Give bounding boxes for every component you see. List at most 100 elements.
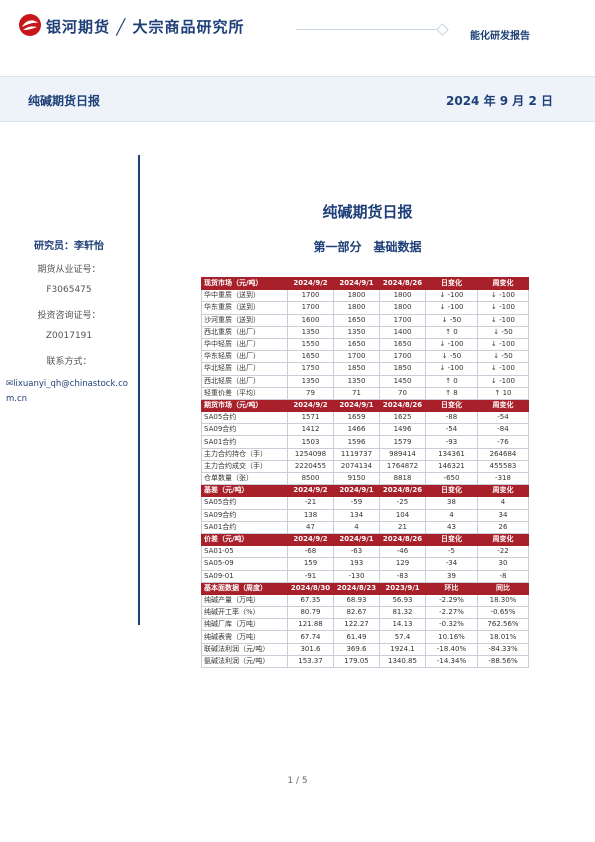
- table-cell: ↓ -100: [425, 362, 478, 376]
- table-cell: 1700: [379, 313, 426, 327]
- table-cell: ↓ -100: [477, 362, 529, 376]
- table-cell: 14.13: [379, 618, 426, 632]
- row-label: SA09合约: [201, 508, 288, 522]
- table-row: 纯碱厂库（万吨） 121.88 122.27 14.13 -0.32% 762.56%: [201, 618, 529, 632]
- table-cell: ↓ -100: [477, 374, 529, 388]
- table-cell: 146321: [425, 459, 478, 474]
- table-cell: 1700: [287, 301, 334, 315]
- table-row: SA01合约 1503 1596 1579 -93 -76: [201, 435, 529, 449]
- table-row: 纯碱表需（万吨） 67.74 61.49 57.4 10.16% 18.01%: [201, 630, 529, 644]
- table-cell: 38: [425, 496, 478, 510]
- header-divider: [296, 29, 436, 30]
- table-cell: 1466: [333, 423, 380, 437]
- table-cell: 4: [333, 520, 380, 534]
- table-cell: 4: [425, 508, 478, 522]
- table-row: SA05-09 159 193 129 -34 30: [201, 557, 529, 571]
- row-label: 纯碱产量（万吨）: [201, 593, 288, 608]
- investment-label: 投资咨询证号：: [37, 311, 101, 321]
- table-cell: 67.35: [287, 593, 334, 608]
- sidebar-divider: [138, 155, 140, 625]
- table-cell: ↓ -50: [425, 350, 478, 364]
- contact-label: 联系方式：: [46, 357, 92, 367]
- title-band: [0, 76, 595, 122]
- table-cell: 34: [477, 508, 529, 522]
- header-cell: 周变化: [477, 276, 529, 291]
- table-cell: -8: [477, 569, 529, 583]
- table-cell: 21: [379, 520, 426, 534]
- row-label: 沙河重质（送到）: [201, 313, 288, 327]
- table-cell: 2220455: [287, 459, 334, 474]
- table-cell: -59: [333, 496, 380, 510]
- table-cell: 989414: [379, 447, 426, 461]
- table-row: 华东轻质（出厂） 1650 1700 1700 ↓ -50 ↓ -50: [201, 350, 529, 364]
- table-cell: 134: [333, 508, 380, 522]
- table-cell: 1350: [287, 325, 334, 339]
- table-cell: 1412: [287, 423, 334, 437]
- contact-email[interactable]: ✉lixuanyi_qh@chinastock.com.cn: [6, 377, 134, 407]
- table-row: 西北轻质（出厂） 1350 1350 1450 ↑ 0 ↓ -100: [201, 374, 529, 388]
- table-cell: 1659: [333, 411, 380, 425]
- table-cell: 193: [333, 557, 380, 571]
- table-cell: ↓ -100: [425, 289, 478, 303]
- table-cell: 1700: [287, 289, 334, 303]
- brand-name: 银河期货 ╱ 大宗商品研究所: [46, 18, 245, 36]
- header-cell: 2024/9/1: [333, 398, 380, 413]
- table-row: 沙河重质（送到） 1600 1650 1700 ↓ -50 ↓ -100: [201, 313, 529, 327]
- investment-number: Z0017191: [45, 331, 93, 341]
- email-text[interactable]: lixuanyi_qh@chinastock.com.cn: [6, 379, 128, 404]
- table-cell: -25: [379, 496, 426, 510]
- table-cell: 1340.85: [379, 654, 426, 669]
- table-cell: 1800: [333, 289, 380, 303]
- header-cell: 同比: [477, 581, 529, 595]
- table-cell: ↓ -100: [477, 313, 529, 327]
- table-cell: 1650: [333, 313, 380, 327]
- header-cell: 2024/9/1: [333, 532, 380, 547]
- table-cell: 1254098: [287, 447, 334, 461]
- table-cell: 1571: [287, 411, 334, 425]
- table-cell: -5: [425, 545, 478, 559]
- header-cell: 日变化: [425, 276, 478, 291]
- table-cell: 129: [379, 557, 426, 571]
- header-cell: 2024/9/1: [333, 484, 380, 498]
- table-section-header: 基差（元/吨） 2024/9/2 2024/9/1 2024/8/26 日变化 周变化: [201, 484, 529, 498]
- table-row: 轻重价差（平均） 79 71 70 ↑ 8 ↑ 10: [201, 386, 529, 400]
- row-label: SA09合约: [201, 423, 288, 437]
- table-row: SA09合约 1412 1466 1496 -54 -84: [201, 423, 529, 437]
- table-cell: 1119737: [333, 447, 380, 461]
- table-cell: 56.93: [379, 593, 426, 608]
- table-cell: -84: [477, 423, 529, 437]
- table-cell: ↓ -100: [425, 301, 478, 315]
- table-cell: 1650: [333, 337, 380, 352]
- row-label: SA01合约: [201, 435, 288, 449]
- header-cell: 2024/9/2: [287, 484, 334, 498]
- table-row: SA05合约 -21 -59 -25 38 4: [201, 496, 529, 510]
- row-label: 主力合约成交（手）: [201, 459, 288, 474]
- table-row: SA01-05 -68 -63 -46 -5 -22: [201, 545, 529, 559]
- table-cell: 4: [477, 496, 529, 510]
- table-cell: -0.32%: [425, 618, 478, 632]
- table-cell: 121.88: [287, 618, 334, 632]
- header-cell: 期货市场（元/吨）: [201, 398, 288, 413]
- table-cell: 264684: [477, 447, 529, 461]
- table-cell: 1503: [287, 435, 334, 449]
- table-cell: -68: [287, 545, 334, 559]
- table-cell: 1924.1: [379, 642, 426, 656]
- table-row: 纯碱产量（万吨） 67.35 68.93 56.93 -2.29% 18.30%: [201, 593, 529, 608]
- table-row: SA09合约 138 134 104 4 34: [201, 508, 529, 522]
- table-row: SA05合约 1571 1659 1625 -88 -54: [201, 411, 529, 425]
- header-cell: 日变化: [425, 398, 478, 413]
- row-label: 华北轻质（出厂）: [201, 362, 288, 376]
- report-type: 能化研发报告: [470, 31, 530, 42]
- table-row: 主力合约成交（手） 2220455 2074134 1764872 146321 4555…: [201, 459, 529, 474]
- header-cell: 周变化: [477, 484, 529, 498]
- table-cell: 179.05: [333, 654, 380, 669]
- header-cell: 基差（元/吨）: [201, 484, 288, 498]
- table-cell: 18.01%: [477, 630, 529, 644]
- table-cell: -18.40%: [425, 642, 478, 656]
- table-cell: 1650: [379, 337, 426, 352]
- table-cell: 81.32: [379, 606, 426, 620]
- galaxy-logo-icon: [19, 14, 41, 36]
- table-cell: -46: [379, 545, 426, 559]
- table-cell: 2074134: [333, 459, 380, 474]
- table-row: 华中轻质（出厂） 1550 1650 1650 ↓ -100 ↓ -100: [201, 337, 529, 352]
